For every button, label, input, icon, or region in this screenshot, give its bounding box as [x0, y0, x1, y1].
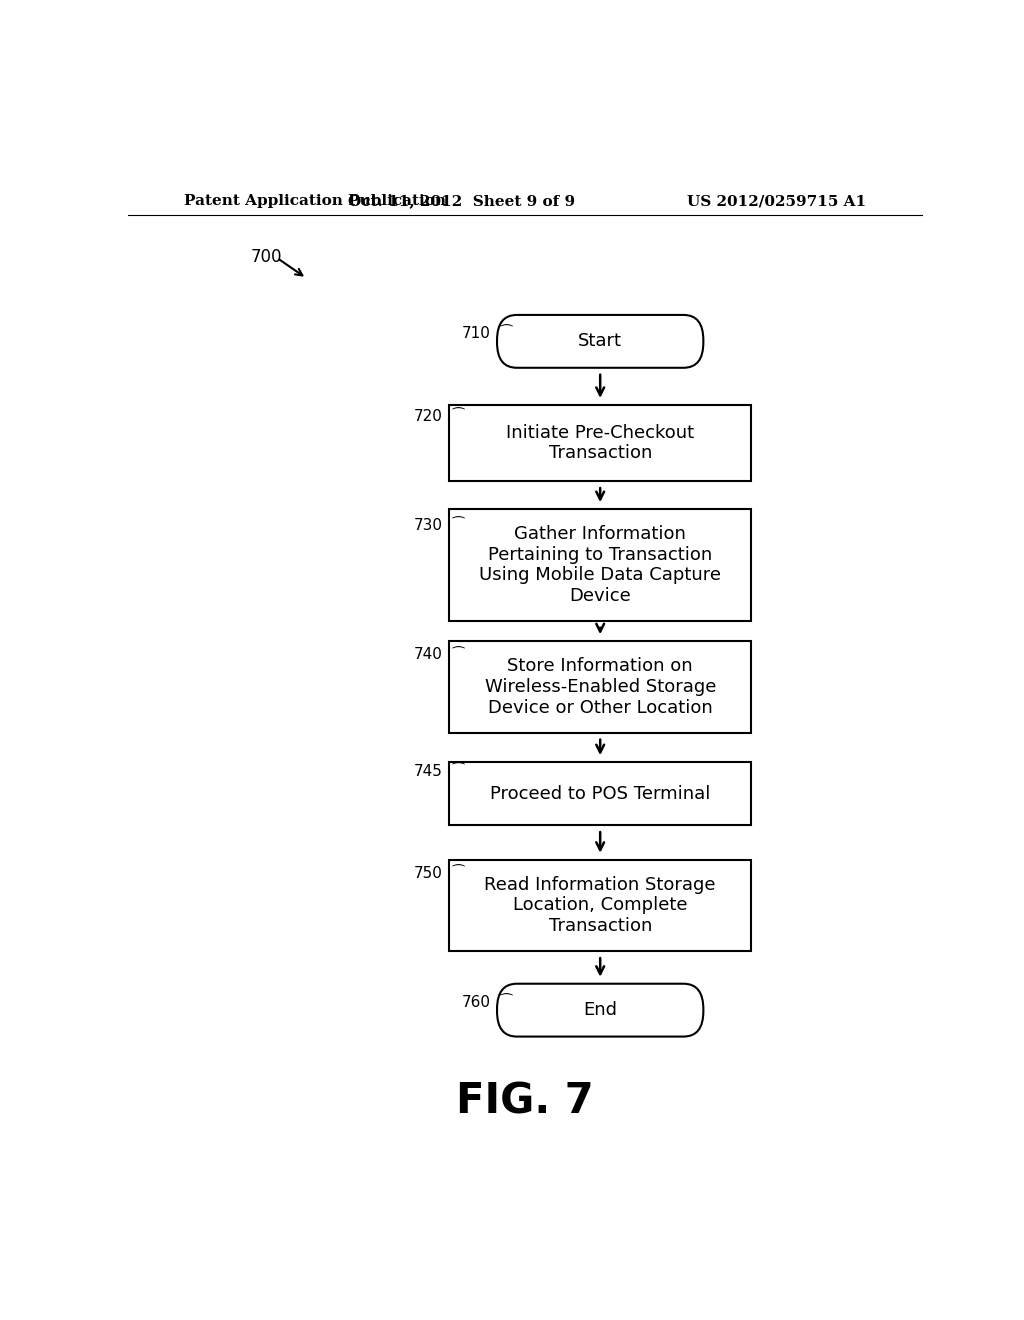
Text: 730: 730: [414, 519, 443, 533]
Bar: [450, 510, 751, 620]
Text: ⁀: ⁀: [453, 866, 464, 880]
Text: Start: Start: [579, 333, 623, 350]
Text: 710: 710: [462, 326, 490, 341]
Text: 750: 750: [414, 866, 443, 880]
Text: US 2012/0259715 A1: US 2012/0259715 A1: [687, 194, 866, 209]
Text: Store Information on
Wireless-Enabled Storage
Device or Other Location: Store Information on Wireless-Enabled St…: [484, 657, 716, 717]
Text: End: End: [584, 1001, 617, 1019]
Text: 745: 745: [414, 764, 443, 779]
Text: Patent Application Publication: Patent Application Publication: [183, 194, 445, 209]
Text: ⁀: ⁀: [453, 519, 464, 533]
Text: Proceed to POS Terminal: Proceed to POS Terminal: [490, 784, 711, 803]
Text: FIG. 7: FIG. 7: [456, 1081, 594, 1122]
Text: ⁀: ⁀: [500, 995, 511, 1010]
Text: ⁀: ⁀: [453, 764, 464, 779]
Bar: [450, 642, 751, 733]
Text: 760: 760: [462, 995, 490, 1010]
Bar: [450, 859, 751, 952]
Text: ⁀: ⁀: [453, 648, 464, 661]
Bar: [450, 762, 751, 825]
Text: ⁀: ⁀: [453, 409, 464, 424]
Text: Gather Information
Pertaining to Transaction
Using Mobile Data Capture
Device: Gather Information Pertaining to Transac…: [479, 525, 721, 605]
Text: Oct. 11, 2012  Sheet 9 of 9: Oct. 11, 2012 Sheet 9 of 9: [348, 194, 574, 209]
FancyBboxPatch shape: [497, 315, 703, 368]
Text: ⁀: ⁀: [500, 326, 511, 341]
Text: 720: 720: [414, 409, 443, 424]
Text: 740: 740: [414, 647, 443, 663]
Text: Read Information Storage
Location, Complete
Transaction: Read Information Storage Location, Compl…: [484, 875, 716, 936]
Text: Initiate Pre-Checkout
Transaction: Initiate Pre-Checkout Transaction: [506, 424, 694, 462]
Text: 700: 700: [251, 248, 283, 267]
FancyBboxPatch shape: [497, 983, 703, 1036]
Bar: [450, 405, 751, 480]
